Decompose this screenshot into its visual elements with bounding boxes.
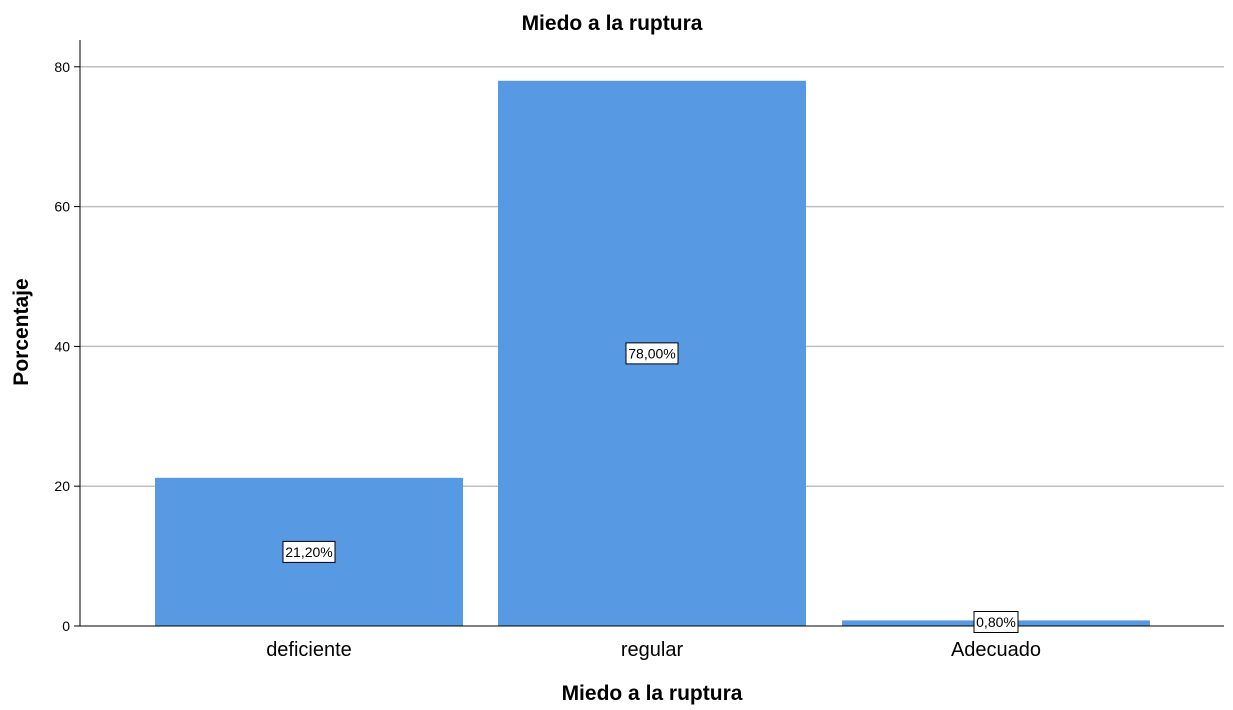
chart-title: Miedo a la ruptura [522,12,703,35]
data-label: 0,80% [976,614,1016,630]
y-axis-title: Porcentaje [10,278,33,385]
data-label: 21,20% [285,544,332,560]
y-tick-label: 60 [54,199,70,215]
data-labels: 21,20% 78,00% 0,80% [282,342,1019,633]
x-category-label: regular [621,639,684,661]
y-tick-label: 40 [54,338,70,354]
y-ticks: 0 20 40 60 80 [54,59,80,634]
axes [79,40,1224,627]
y-tick-label: 80 [54,59,70,75]
data-label: 78,00% [628,345,675,361]
x-category-label: deficiente [266,639,352,661]
data-label-box [973,611,1019,633]
data-label-box [625,342,679,365]
x-category-label: Adecuado [951,639,1041,661]
x-axis-title: Miedo a la ruptura [562,682,743,705]
data-label-box [282,540,336,563]
x-categories: deficiente regular Adecuado [266,639,1041,661]
y-tick-label: 0 [62,618,70,634]
y-tick-label: 20 [54,478,70,494]
